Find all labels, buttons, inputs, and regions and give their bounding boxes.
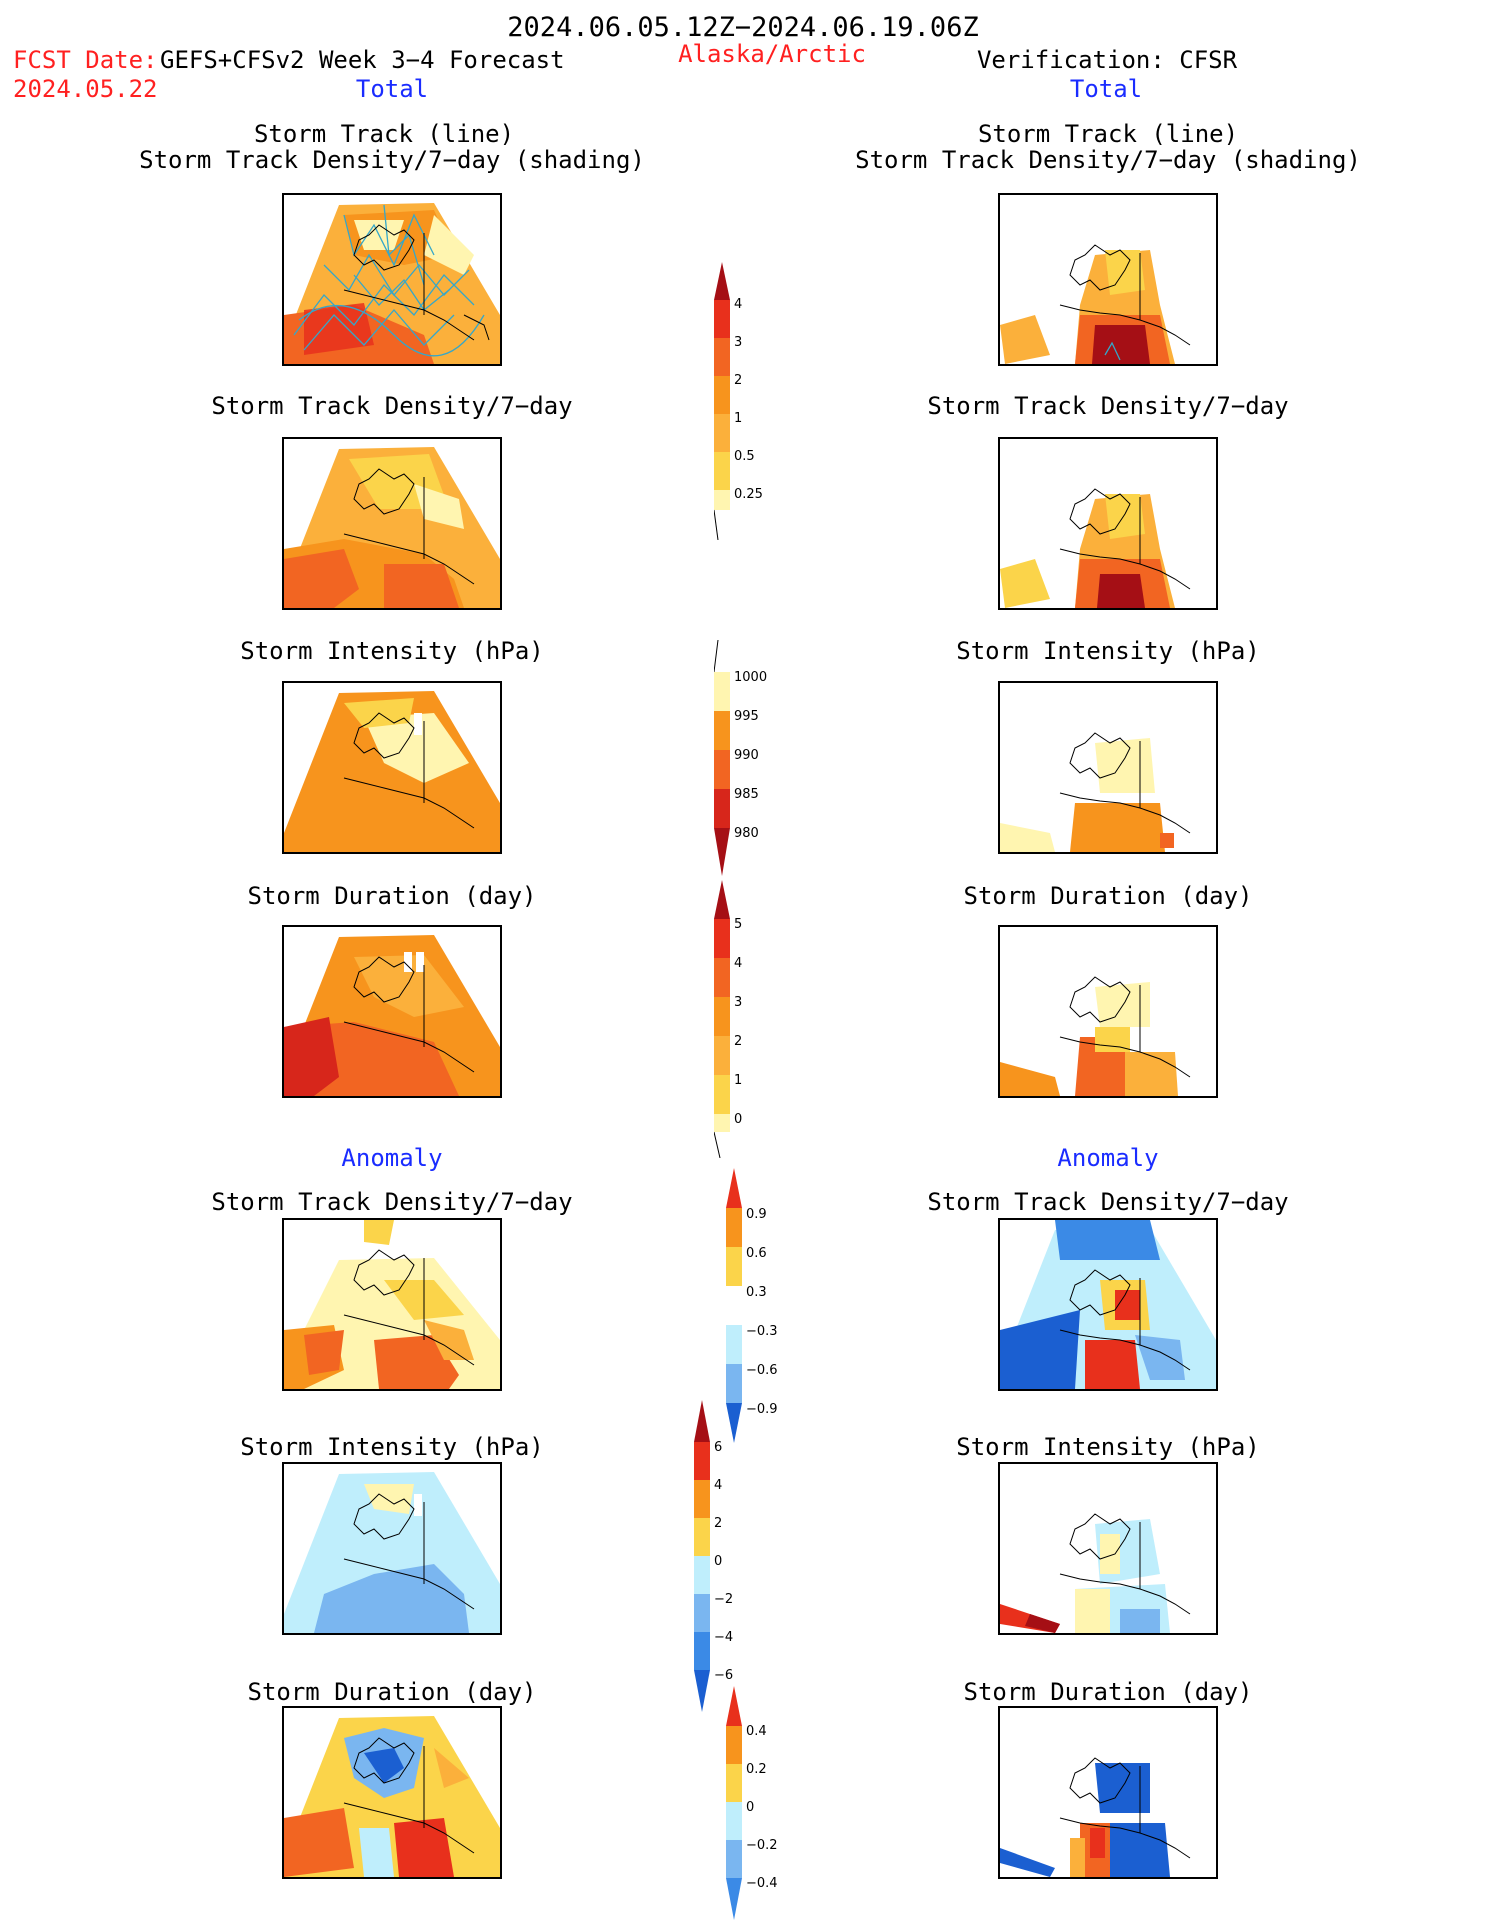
cbar-density-1: 1 <box>734 411 742 426</box>
right-intensity-title: Storm Intensity (hPa) <box>956 637 1260 665</box>
right-intensity-map <box>998 681 1218 854</box>
left-track-line-title: Storm Track (line) <box>253 120 515 148</box>
right-anom-duration-title: Storm Duration (day) <box>963 1678 1253 1706</box>
cbar-duration-1: 1 <box>734 1073 742 1088</box>
cbar-duration-0: 0 <box>734 1112 742 1127</box>
cbar-anom-density-m09: −0.9 <box>746 1402 778 1417</box>
right-track-shading-title: Storm Track Density/7−day (shading) <box>855 146 1361 174</box>
cbar-duration-4: 4 <box>734 956 742 971</box>
cbar-density-05: 0.5 <box>734 449 755 464</box>
cbar-anom-duration-0: 0 <box>746 1800 754 1815</box>
left-anom-intensity-map <box>282 1462 502 1635</box>
right-density-map <box>998 437 1218 610</box>
right-density-title: Storm Track Density/7−day <box>927 392 1289 420</box>
region-label: Alaska/Arctic <box>678 40 866 68</box>
right-storm-track-map <box>998 193 1218 366</box>
left-duration-map <box>282 925 502 1098</box>
intensity-colorbar: 1000 995 990 985 980 <box>714 640 767 876</box>
cbar-intensity-995: 995 <box>734 709 759 724</box>
left-duration-title: Storm Duration (day) <box>247 882 537 910</box>
right-anom-intensity-title: Storm Intensity (hPa) <box>956 1433 1260 1461</box>
right-anom-density-title: Storm Track Density/7−day <box>927 1188 1289 1216</box>
cbar-anom-duration-04: 0.4 <box>746 1724 767 1739</box>
cbar-anom-intensity-m2: −2 <box>714 1592 733 1607</box>
cbar-intensity-1000: 1000 <box>734 670 767 685</box>
fcst-model: GEFS+CFSv2 Week 3−4 Forecast <box>160 46 565 74</box>
left-intensity-title: Storm Intensity (hPa) <box>240 637 544 665</box>
cbar-anom-duration-02: 0.2 <box>746 1762 767 1777</box>
cbar-anom-intensity-6: 6 <box>714 1440 722 1455</box>
cbar-anom-intensity-0: 0 <box>714 1554 722 1569</box>
cbar-anom-intensity-m6: −6 <box>714 1668 733 1683</box>
cbar-anom-density-06: 0.6 <box>746 1246 767 1261</box>
duration-colorbar: 5 4 3 2 1 0 <box>714 880 742 1158</box>
cbar-anom-density-03: 0.3 <box>746 1285 767 1300</box>
cbar-density-2: 2 <box>734 373 742 388</box>
right-total-heading: Total <box>1069 75 1143 103</box>
left-total-heading: Total <box>355 75 429 103</box>
left-track-shading-title: Storm Track Density/7−day (shading) <box>139 146 645 174</box>
right-anom-duration-map <box>998 1706 1218 1879</box>
cbar-density-4: 4 <box>734 297 742 312</box>
cbar-duration-5: 5 <box>734 917 742 932</box>
cbar-anom-density-m06: −0.6 <box>746 1363 778 1378</box>
cbar-anom-intensity-m4: −4 <box>714 1630 733 1645</box>
cbar-duration-3: 3 <box>734 995 742 1010</box>
anom-duration-colorbar: 0.4 0.2 0 −0.2 −0.4 <box>726 1686 778 1920</box>
verification-label: Verification: CFSR <box>976 46 1238 74</box>
right-duration-map <box>998 925 1218 1098</box>
left-storm-track-map <box>282 193 502 366</box>
left-anomaly-heading: Anomaly <box>341 1144 443 1172</box>
fcst-date: 2024.05.22 <box>13 75 158 103</box>
anom-intensity-colorbar: 6 4 2 0 −2 −4 −6 <box>694 1400 733 1712</box>
cbar-intensity-985: 985 <box>734 787 759 802</box>
cbar-duration-2: 2 <box>734 1034 742 1049</box>
left-anom-intensity-title: Storm Intensity (hPa) <box>240 1433 544 1461</box>
cbar-anom-density-m03: −0.3 <box>746 1324 778 1339</box>
date-range-title: 2024.06.05.12Z−2024.06.19.06Z <box>507 12 979 43</box>
right-track-line-title: Storm Track (line) <box>977 120 1239 148</box>
cbar-anom-intensity-4: 4 <box>714 1478 722 1493</box>
right-anom-density-map <box>998 1218 1218 1391</box>
density-colorbar: 4 3 2 1 0.5 0.25 <box>714 262 763 540</box>
left-anom-density-map <box>282 1218 502 1391</box>
left-intensity-map <box>282 681 502 854</box>
cbar-anom-duration-m02: −0.2 <box>746 1838 778 1853</box>
anom-density-colorbar: 0.9 0.6 0.3 −0.3 −0.6 −0.9 <box>726 1168 778 1443</box>
cbar-density-3: 3 <box>734 335 742 350</box>
cbar-anom-density-09: 0.9 <box>746 1207 767 1222</box>
cbar-intensity-990: 990 <box>734 748 759 763</box>
cbar-anom-intensity-2: 2 <box>714 1516 722 1531</box>
left-anom-duration-map <box>282 1706 502 1879</box>
left-density-map <box>282 437 502 610</box>
cbar-density-025: 0.25 <box>734 487 763 502</box>
left-anom-density-title: Storm Track Density/7−day <box>211 1188 573 1216</box>
left-density-title: Storm Track Density/7−day <box>211 392 573 420</box>
fcst-date-label: FCST Date: <box>13 46 158 74</box>
cbar-anom-duration-m04: −0.4 <box>746 1876 778 1891</box>
right-anom-intensity-map <box>998 1462 1218 1635</box>
cbar-intensity-980: 980 <box>734 826 759 841</box>
left-anom-duration-title: Storm Duration (day) <box>247 1678 537 1706</box>
right-duration-title: Storm Duration (day) <box>963 882 1253 910</box>
right-anomaly-heading: Anomaly <box>1057 1144 1159 1172</box>
